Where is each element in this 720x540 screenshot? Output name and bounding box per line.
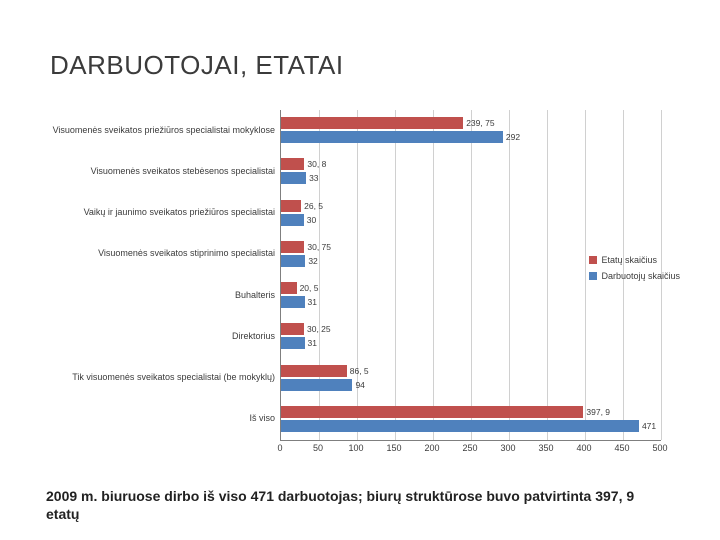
x-tick-label: 400 bbox=[576, 443, 591, 453]
value-label: 86, 5 bbox=[347, 366, 369, 376]
bar-darbuotojai: 32 bbox=[281, 255, 305, 267]
x-tick-label: 350 bbox=[538, 443, 553, 453]
legend-label: Etatų skaičius bbox=[601, 255, 657, 265]
legend: Etatų skaičius Darbuotojų skaičius bbox=[589, 255, 680, 287]
category-label: Visuomenės sveikatos stiprinimo speciali… bbox=[41, 249, 275, 259]
bar-etatai: 397, 9 bbox=[281, 406, 583, 418]
x-tick-label: 50 bbox=[313, 443, 323, 453]
bar-darbuotojai: 33 bbox=[281, 172, 306, 184]
legend-item: Etatų skaičius bbox=[589, 255, 680, 265]
category-row: Vaikų ir jaunimo sveikatos priežiūros sp… bbox=[281, 193, 661, 234]
category-row: Direktorius30, 2531 bbox=[281, 316, 661, 357]
value-label: 94 bbox=[352, 380, 364, 390]
value-label: 239, 75 bbox=[463, 118, 494, 128]
x-tick-label: 200 bbox=[424, 443, 439, 453]
category-row: Visuomenės sveikatos priežiūros speciali… bbox=[281, 110, 661, 151]
chart: Visuomenės sveikatos priežiūros speciali… bbox=[40, 110, 680, 470]
x-tick-label: 300 bbox=[500, 443, 515, 453]
value-label: 31 bbox=[305, 297, 317, 307]
category-row: Iš viso397, 9471 bbox=[281, 399, 661, 440]
bar-etatai: 239, 75 bbox=[281, 117, 463, 129]
bar-darbuotojai: 94 bbox=[281, 379, 352, 391]
bar-darbuotojai: 31 bbox=[281, 296, 305, 308]
bar-darbuotojai: 31 bbox=[281, 337, 305, 349]
legend-swatch bbox=[589, 256, 597, 264]
category-label: Buhalteris bbox=[41, 291, 275, 301]
value-label: 471 bbox=[639, 421, 656, 431]
value-label: 20, 5 bbox=[297, 283, 319, 293]
category-label: Iš viso bbox=[41, 414, 275, 424]
bar-etatai: 20, 5 bbox=[281, 282, 297, 294]
x-tick-label: 0 bbox=[277, 443, 282, 453]
bar-etatai: 30, 75 bbox=[281, 241, 304, 253]
value-label: 292 bbox=[503, 132, 520, 142]
footer-text: 2009 m. biuruose dirbo iš viso 471 darbu… bbox=[46, 488, 666, 523]
legend-swatch bbox=[589, 272, 597, 280]
x-tick-label: 450 bbox=[614, 443, 629, 453]
category-label: Tik visuomenės sveikatos specialistai (b… bbox=[41, 373, 275, 383]
bar-etatai: 30, 8 bbox=[281, 158, 304, 170]
value-label: 397, 9 bbox=[583, 407, 610, 417]
category-label: Visuomenės sveikatos stebėsenos speciali… bbox=[41, 167, 275, 177]
bar-darbuotojai: 471 bbox=[281, 420, 639, 432]
value-label: 32 bbox=[305, 256, 317, 266]
bar-etatai: 30, 25 bbox=[281, 323, 304, 335]
value-label: 30, 8 bbox=[304, 159, 326, 169]
category-label: Visuomenės sveikatos priežiūros speciali… bbox=[41, 126, 275, 136]
legend-item: Darbuotojų skaičius bbox=[589, 271, 680, 281]
x-tick-label: 100 bbox=[348, 443, 363, 453]
bar-darbuotojai: 30 bbox=[281, 214, 304, 226]
category-row: Visuomenės sveikatos stebėsenos speciali… bbox=[281, 151, 661, 192]
x-axis: 050100150200250300350400450500 bbox=[280, 440, 660, 460]
bar-etatai: 26, 5 bbox=[281, 200, 301, 212]
value-label: 30, 75 bbox=[304, 242, 331, 252]
x-tick-label: 250 bbox=[462, 443, 477, 453]
page-title: DARBUOTOJAI, ETATAI bbox=[50, 50, 344, 81]
value-label: 30, 25 bbox=[304, 324, 331, 334]
category-label: Direktorius bbox=[41, 332, 275, 342]
x-tick-label: 500 bbox=[652, 443, 667, 453]
category-row: Tik visuomenės sveikatos specialistai (b… bbox=[281, 358, 661, 399]
value-label: 31 bbox=[305, 338, 317, 348]
bar-etatai: 86, 5 bbox=[281, 365, 347, 377]
legend-label: Darbuotojų skaičius bbox=[601, 271, 680, 281]
bar-darbuotojai: 292 bbox=[281, 131, 503, 143]
value-label: 30 bbox=[304, 215, 316, 225]
value-label: 33 bbox=[306, 173, 318, 183]
category-label: Vaikų ir jaunimo sveikatos priežiūros sp… bbox=[41, 208, 275, 218]
x-tick-label: 150 bbox=[386, 443, 401, 453]
value-label: 26, 5 bbox=[301, 201, 323, 211]
